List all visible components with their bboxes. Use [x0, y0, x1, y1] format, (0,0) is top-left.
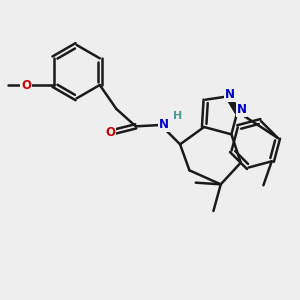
Text: O: O — [21, 79, 31, 92]
Text: N: N — [225, 88, 235, 101]
Text: O: O — [105, 126, 115, 139]
Text: N: N — [159, 118, 169, 131]
Text: H: H — [173, 111, 183, 121]
Text: N: N — [236, 103, 246, 116]
